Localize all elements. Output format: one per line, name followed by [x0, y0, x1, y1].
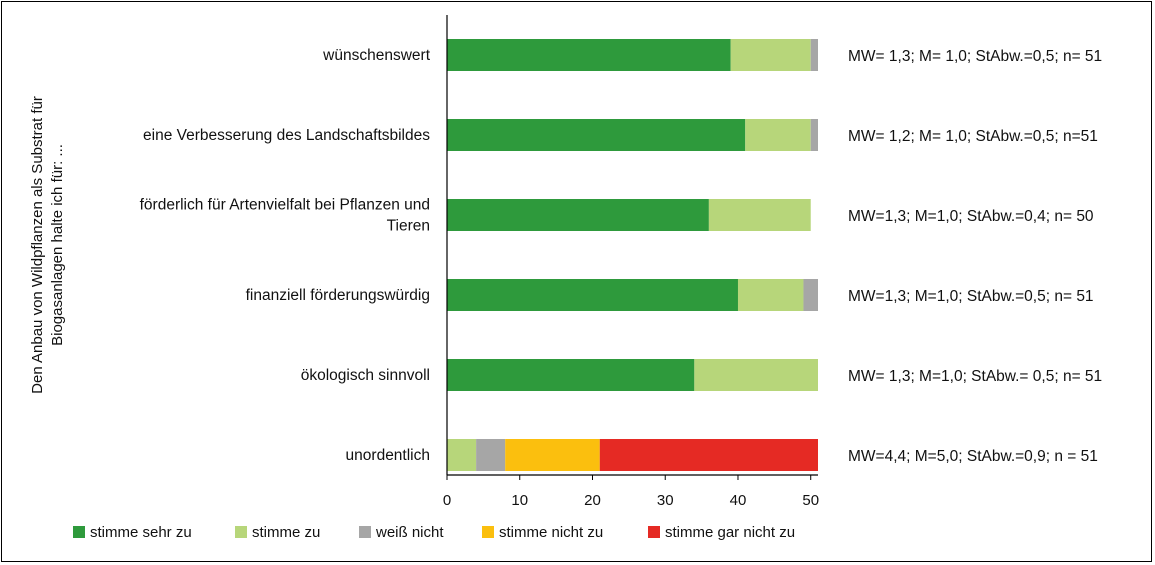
stat-label: MW=4,4; M=5,0; StAbw.=0,9; n = 51	[848, 448, 1098, 465]
category-label: Tieren	[387, 218, 430, 235]
stat-label: MW= 1,3; M=1,0; StAbw.= 0,5; n= 51	[848, 368, 1102, 385]
bar-segment	[803, 279, 818, 311]
stat-label: MW=1,3; M=1,0; StAbw.=0,5; n= 51	[848, 288, 1094, 305]
x-tick-label: 0	[443, 492, 451, 509]
category-label: unordentlich	[346, 447, 430, 464]
legend: stimme sehr zu stimme zu weiß nicht stimme …	[73, 524, 795, 541]
y-axis-label-line: Den Anbau von Wildpflanzen als Substrat …	[29, 96, 46, 394]
bar-segment	[730, 39, 811, 71]
bar-segment	[810, 39, 818, 71]
y-axis-title: Den Anbau von Wildpflanzen als Substrat …	[29, 96, 66, 394]
legend-swatch	[359, 526, 371, 538]
bar-segment	[447, 199, 709, 231]
y-axis-label-line: Biogasanlagen halte ich für: ...	[49, 144, 66, 346]
stat-label: MW= 1,3; M= 1,0; StAbw.=0,5; n= 51	[848, 48, 1102, 65]
x-tick-label: 50	[802, 492, 819, 509]
x-tick-label: 40	[730, 492, 747, 509]
legend-label: stimme sehr zu	[90, 524, 192, 541]
x-tick-label: 20	[584, 492, 601, 509]
legend-label: stimme nicht zu	[499, 524, 603, 541]
bar-segment	[447, 359, 695, 391]
bar-segment	[694, 359, 818, 391]
category-label: wünschenswert	[322, 47, 431, 64]
x-tick-label: 30	[657, 492, 674, 509]
category-label: ökologisch sinnvoll	[301, 367, 430, 384]
bar-segment	[447, 119, 746, 151]
legend-swatch	[73, 526, 85, 538]
axes: 0 10 20 30 40 50	[443, 15, 819, 509]
legend-swatch	[648, 526, 660, 538]
stat-label: MW= 1,2; M= 1,0; StAbw.=0,5; n=51	[848, 128, 1098, 145]
category-label: förderlich für Artenvielfalt bei Pflanze…	[140, 197, 430, 214]
stat-label: MW=1,3; M=1,0; StAbw.=0,4; n= 50	[848, 208, 1094, 225]
legend-label: stimme zu	[252, 524, 320, 541]
category-label: finanziell förderungswürdig	[246, 287, 430, 304]
bar-segment	[737, 279, 804, 311]
bar-segment	[599, 439, 818, 471]
bar-segment	[447, 279, 738, 311]
bar-segment	[447, 39, 731, 71]
bar-segment	[810, 119, 818, 151]
bar-segment	[708, 199, 811, 231]
bar-segment	[745, 119, 811, 151]
bar-segment	[476, 439, 506, 471]
legend-label: stimme gar nicht zu	[665, 524, 795, 541]
bars	[447, 39, 818, 471]
category-label: eine Verbesserung des Landschaftsbildes	[143, 127, 430, 144]
bar-segment	[505, 439, 600, 471]
x-tick-label: 10	[511, 492, 528, 509]
category-labels: wünschenswert eine Verbesserung des Lands…	[140, 47, 431, 464]
bar-segment	[447, 439, 477, 471]
stat-labels: MW= 1,3; M= 1,0; StAbw.=0,5; n= 51 MW= 1,…	[848, 48, 1102, 465]
legend-swatch	[235, 526, 247, 538]
legend-swatch	[482, 526, 494, 538]
legend-label: weiß nicht	[375, 524, 444, 541]
